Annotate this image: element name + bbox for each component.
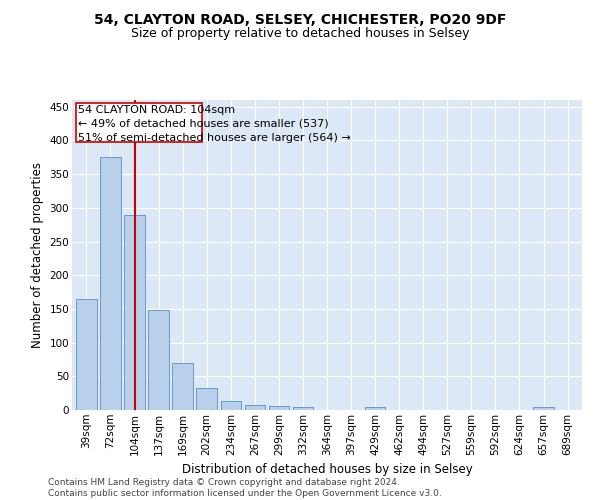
- Text: Contains HM Land Registry data © Crown copyright and database right 2024.
Contai: Contains HM Land Registry data © Crown c…: [48, 478, 442, 498]
- Bar: [172, 363, 193, 410]
- Bar: [533, 408, 554, 410]
- Bar: [293, 406, 313, 410]
- Bar: [221, 400, 241, 410]
- Bar: [100, 158, 121, 410]
- FancyBboxPatch shape: [76, 104, 202, 142]
- Text: Size of property relative to detached houses in Selsey: Size of property relative to detached ho…: [131, 28, 469, 40]
- Bar: [245, 406, 265, 410]
- Bar: [196, 388, 217, 410]
- Y-axis label: Number of detached properties: Number of detached properties: [31, 162, 44, 348]
- X-axis label: Distribution of detached houses by size in Selsey: Distribution of detached houses by size …: [182, 463, 472, 476]
- Bar: [124, 214, 145, 410]
- Text: 54 CLAYTON ROAD: 104sqm
← 49% of detached houses are smaller (537)
51% of semi-d: 54 CLAYTON ROAD: 104sqm ← 49% of detache…: [78, 104, 351, 142]
- Text: 54, CLAYTON ROAD, SELSEY, CHICHESTER, PO20 9DF: 54, CLAYTON ROAD, SELSEY, CHICHESTER, PO…: [94, 12, 506, 26]
- Bar: [148, 310, 169, 410]
- Bar: [365, 408, 385, 410]
- Bar: [76, 299, 97, 410]
- Bar: [269, 406, 289, 410]
